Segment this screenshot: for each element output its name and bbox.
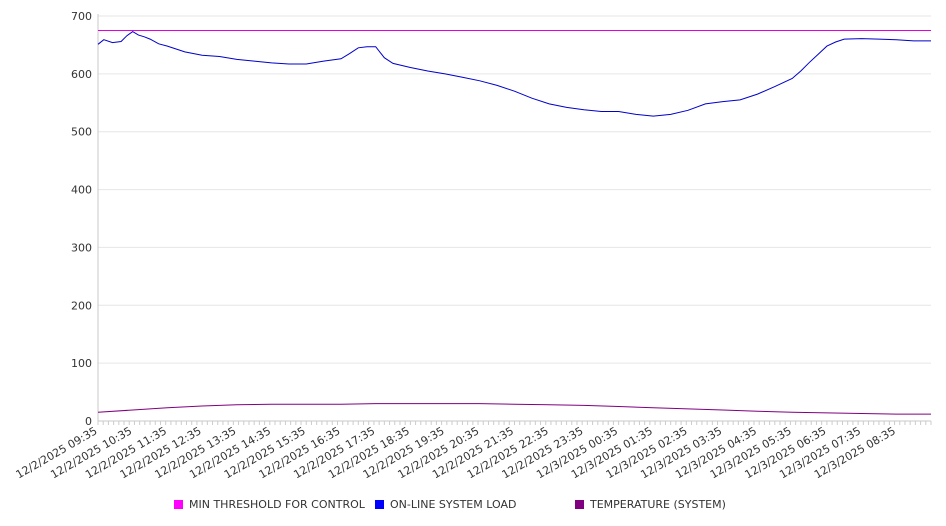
legend-swatch xyxy=(575,500,584,509)
y-tick-label: 700 xyxy=(71,10,92,23)
y-tick-label: 100 xyxy=(71,357,92,370)
y-tick-label: 0 xyxy=(85,415,92,428)
legend-label: ON-LINE SYSTEM LOAD xyxy=(390,498,517,511)
y-tick-label: 300 xyxy=(71,241,92,254)
series-line xyxy=(97,403,931,415)
legend-swatch xyxy=(375,500,384,509)
legend-label: TEMPERATURE (SYSTEM) xyxy=(590,498,726,511)
y-tick-label: 400 xyxy=(71,184,92,197)
legend-swatch xyxy=(174,500,183,509)
chart-legend: MIN THRESHOLD FOR CONTROL ON-LINE SYSTEM … xyxy=(174,498,874,514)
legend-item: ON-LINE SYSTEM LOAD xyxy=(375,498,516,511)
y-tick-label: 200 xyxy=(71,299,92,312)
y-tick-label: 600 xyxy=(71,68,92,81)
legend-item: MIN THRESHOLD FOR CONTROL xyxy=(174,498,365,511)
legend-item: TEMPERATURE (SYSTEM) xyxy=(575,498,726,511)
series-line xyxy=(97,31,931,117)
legend-label: MIN THRESHOLD FOR CONTROL xyxy=(189,498,365,511)
y-tick-label: 500 xyxy=(71,126,92,139)
